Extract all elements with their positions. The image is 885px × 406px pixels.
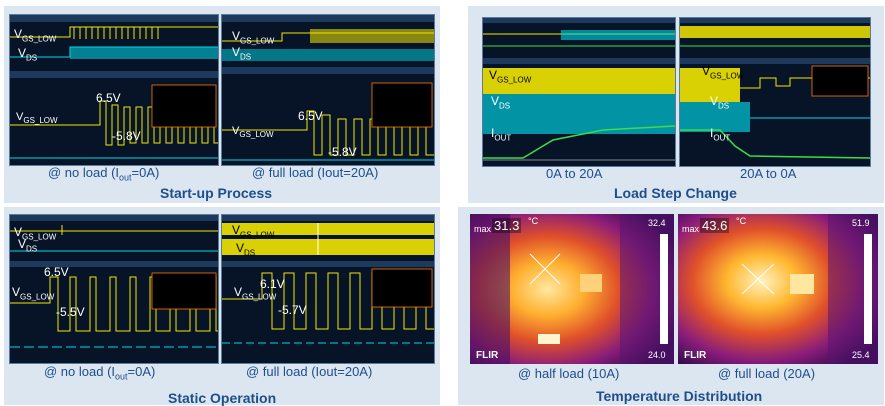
static-left-vds-label: VDS bbox=[18, 237, 38, 254]
loadstep-right-iout-label: IOUT bbox=[710, 126, 731, 143]
loadstep-right-vgs-label: VGS_LOW bbox=[702, 64, 745, 81]
startup-title: Start-up Process bbox=[160, 185, 273, 201]
startup-right-vgs2-label: VGS_LOW bbox=[232, 125, 274, 140]
thermal-left-scale-bottom: 24.0 bbox=[648, 350, 666, 360]
startup-right-vds-label: VDS bbox=[232, 45, 252, 62]
static-no-load-scope: VGS_LOW VDS VGS_LOW 6.5V -5.5V bbox=[9, 214, 219, 364]
loadstep-0a-to-20a-scope: VGS_LOW VDS IOUT bbox=[482, 17, 676, 167]
static-left-peak-voltage: 6.5V bbox=[44, 265, 69, 279]
loadstep-left-vds-label: VDS bbox=[491, 94, 511, 111]
loadstep-20a-to-0a-scope: VGS_LOW VDS IOUT bbox=[679, 17, 871, 167]
static-left-vgs2-label: VGS_LOW bbox=[12, 285, 55, 302]
thermal-right-caption: @ full load (20A) bbox=[718, 366, 816, 381]
thermal-right-scale-top: 51.9 bbox=[852, 218, 870, 228]
static-right-peak-voltage: 6.1V bbox=[260, 277, 285, 291]
thermal-right-scale-bottom: 25.4 bbox=[852, 350, 870, 360]
static-full-load-scope: VGS_LOW VDS VGS_LOW 6.1V -5.7V bbox=[221, 214, 435, 364]
thermal-half-load-image: max 31.3 °C 32.4 24.0 FLIR bbox=[470, 214, 674, 364]
thermal-left-max-value: 31.3 bbox=[492, 218, 522, 233]
static-right-vgs2-label: VGS_LOW bbox=[234, 285, 277, 302]
static-right-negative-voltage: -5.7V bbox=[278, 303, 307, 317]
static-left-vgs-label: VGS_LOW bbox=[14, 225, 57, 242]
loadstep-left-iout-label: IOUT bbox=[491, 126, 512, 143]
loadstep-right-caption: 20A to 0A bbox=[740, 166, 797, 181]
startup-left-negative-voltage: -5.8V bbox=[112, 129, 141, 143]
loadstep-left-vgs-label: VGS_LOW bbox=[489, 68, 532, 85]
thermal-full-load-image: max 43.6 °C 51.9 25.4 FLIR bbox=[678, 214, 878, 364]
loadstep-title: Load Step Change bbox=[614, 185, 737, 201]
startup-left-vds-label: VDS bbox=[18, 46, 38, 63]
static-right-vds-label: VDS bbox=[236, 241, 256, 258]
startup-left-peak-voltage: 6.5V bbox=[96, 91, 121, 105]
startup-left-vgs-label: VGS_LOW bbox=[14, 27, 57, 44]
thermal-left-scale-top: 32.4 bbox=[648, 218, 666, 228]
thermal-right-max-label: max bbox=[682, 224, 700, 234]
thermal-title: Temperature Distribution bbox=[596, 388, 763, 404]
thermal-left-caption: @ half load (10A) bbox=[518, 366, 620, 381]
startup-full-load-scope: VGS_LOW VDS VGS_LOW 6.5V -5.8V bbox=[221, 14, 435, 166]
static-right-vgs-label: VGS_LOW bbox=[232, 223, 275, 240]
startup-right-vgs-label: VGS_LOW bbox=[232, 29, 275, 46]
loadstep-right-vds-label: VDS bbox=[710, 94, 730, 111]
startup-right-caption: @ full load (Iout=20A) bbox=[252, 165, 379, 180]
startup-right-peak-voltage: 6.5V bbox=[298, 109, 323, 123]
thermal-right-max-value: 43.6 bbox=[700, 218, 730, 233]
thermal-left-max-label: max bbox=[474, 224, 492, 234]
startup-left-caption: @ no load (Iout=0A) bbox=[48, 165, 160, 183]
startup-left-vgs2-label: VGS_LOW bbox=[16, 111, 58, 126]
thermal-left-unit: °C bbox=[528, 216, 539, 226]
startup-right-negative-voltage: -5.8V bbox=[328, 145, 357, 159]
static-left-caption: @ no load (Iout=0A) bbox=[44, 364, 156, 382]
static-title: Static Operation bbox=[168, 390, 277, 406]
thermal-right-brand: FLIR bbox=[684, 350, 707, 361]
static-right-caption: @ full load (Iout=20A) bbox=[246, 364, 373, 379]
static-left-negative-voltage: -5.5V bbox=[56, 305, 85, 319]
thermal-right-unit: °C bbox=[736, 216, 747, 226]
startup-no-load-scope: VGS_LOW VDS VGS_LOW 6.5V -5.8V bbox=[9, 14, 219, 166]
thermal-left-brand: FLIR bbox=[476, 350, 499, 361]
loadstep-left-caption: 0A to 20A bbox=[546, 166, 603, 181]
